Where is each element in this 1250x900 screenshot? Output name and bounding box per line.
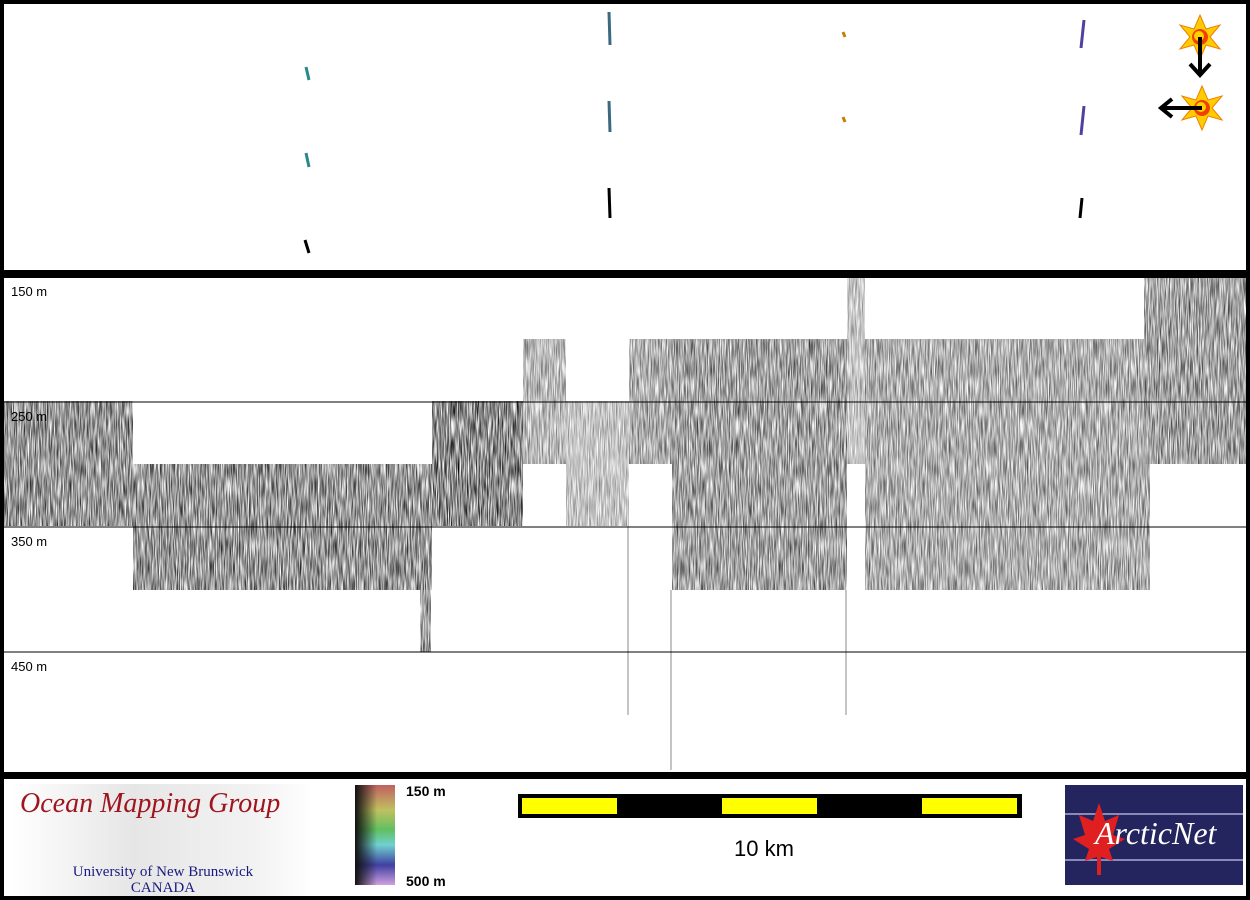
legend-panel: Ocean Mapping Group University of New Br… <box>4 779 1246 896</box>
depth-label: 150 m <box>11 284 48 299</box>
depth-colorbar <box>355 785 395 885</box>
arcticnet-logo: ArcticNet <box>1065 785 1243 885</box>
depth-label: 350 m <box>11 534 48 549</box>
track-mark <box>841 116 847 123</box>
track-mark <box>304 66 311 81</box>
omg-line1: University of New Brunswick <box>72 864 254 880</box>
water-column-texture <box>847 278 865 339</box>
track-mark <box>607 100 612 133</box>
omg-line2: CANADA <box>130 880 196 896</box>
scale-label: 10 km <box>734 836 794 861</box>
ocean-mapping-group-logo: Ocean Mapping Group University of New Br… <box>12 784 314 896</box>
track-mark <box>1078 197 1084 219</box>
track-mark <box>607 187 612 219</box>
track-marks <box>303 11 1086 254</box>
sun-arrow-down-icon <box>1178 13 1222 78</box>
track-mark <box>607 11 612 46</box>
water-column-texture <box>432 401 523 526</box>
scale-bar <box>518 794 1022 818</box>
depth-label: 450 m <box>11 659 48 674</box>
track-mark <box>1079 19 1086 49</box>
track-mark <box>841 31 847 38</box>
omg-title: Ocean Mapping Group <box>20 788 281 819</box>
water-column-texture <box>566 401 629 526</box>
plan-view-panel <box>4 4 1246 270</box>
colorbar-bottom-label: 500 m <box>406 873 446 889</box>
track-mark <box>303 239 311 254</box>
arcticnet-text: ArcticNet <box>1095 815 1217 851</box>
colorbar-top-label: 150 m <box>406 783 446 799</box>
track-mark <box>1079 105 1086 136</box>
water-column-texture <box>1144 278 1246 464</box>
water-column-image <box>4 278 1246 770</box>
track-mark <box>304 152 311 168</box>
water-column-texture <box>865 339 1150 590</box>
water-column-texture <box>4 401 133 526</box>
depth-label: 250 m <box>11 409 48 424</box>
sun-arrow-left-icon <box>1157 84 1224 132</box>
water-column-panel: 150 m 250 m 350 m 450 m <box>4 278 1246 772</box>
water-column-texture <box>672 339 847 590</box>
water-column-texture <box>420 590 431 652</box>
